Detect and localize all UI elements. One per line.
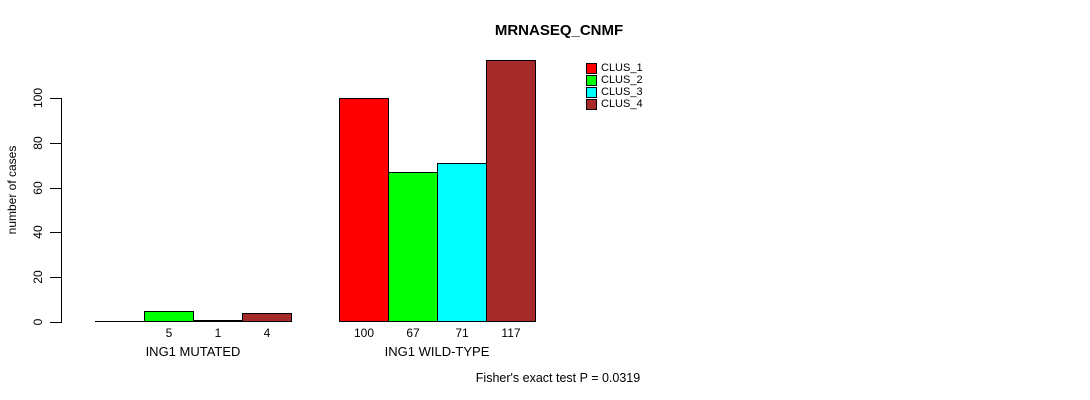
y-axis-label: number of cases [5,145,19,235]
chart-title: MRNASEQ_CNMF [494,22,624,39]
legend-swatch-icon [586,74,597,86]
legend-item-clus_4: CLUS_4 [586,98,643,110]
y-axis-tick-label: 0 [31,318,45,326]
legend-swatch-icon [586,86,597,98]
legend: CLUS_1 CLUS_2 CLUS_3 CLUS_4 [586,62,643,110]
bar-value-label: 71 [455,326,469,340]
y-axis-tick-label: 60 [31,181,45,195]
x-group-label-ing1-mutated: ING1 MUTATED [145,344,241,359]
y-axis-tick [50,322,61,323]
bar-value-label: 100 [353,326,375,340]
legend-label: CLUS_1 [601,62,643,74]
bar-value-label: 5 [165,326,173,340]
y-axis-tick [50,143,61,144]
bar-group1-clus_1 [339,98,389,322]
y-axis-tick [50,277,61,278]
bar-value-label: 117 [501,326,521,340]
legend-item-clus_3: CLUS_3 [586,86,643,98]
footer-stat-text: Fisher's exact test P = 0.0319 [475,371,641,385]
y-axis-tick-label: 100 [31,87,45,109]
legend-item-clus_2: CLUS_2 [586,74,643,86]
y-axis-tick [50,188,61,189]
legend-label: CLUS_2 [601,74,643,86]
bar-value-label: 67 [406,326,420,340]
bar-group0-clus_1 [95,321,145,322]
legend-label: CLUS_4 [601,98,643,110]
legend-swatch-icon [586,98,597,110]
bar-group1-clus_3 [437,163,487,322]
bar-value-label: 1 [214,326,222,340]
legend-label: CLUS_3 [601,86,643,98]
x-group-label-ing1-wild-type: ING1 WILD-TYPE [384,344,490,359]
y-axis-tick-label: 40 [31,225,45,239]
bar-group0-clus_4 [242,313,292,322]
y-axis-tick [50,98,61,99]
y-axis-line [61,98,62,323]
y-axis-tick-label: 20 [31,270,45,284]
bar-group0-clus_2 [144,311,194,322]
bar-group0-clus_3 [193,320,243,322]
legend-item-clus_1: CLUS_1 [586,62,643,74]
legend-swatch-icon [586,62,597,74]
bar-group1-clus_4 [486,60,536,322]
bar-group1-clus_2 [388,172,438,322]
bar-value-label: 4 [263,326,271,340]
y-axis-tick [50,232,61,233]
y-axis-tick-label: 80 [31,136,45,150]
